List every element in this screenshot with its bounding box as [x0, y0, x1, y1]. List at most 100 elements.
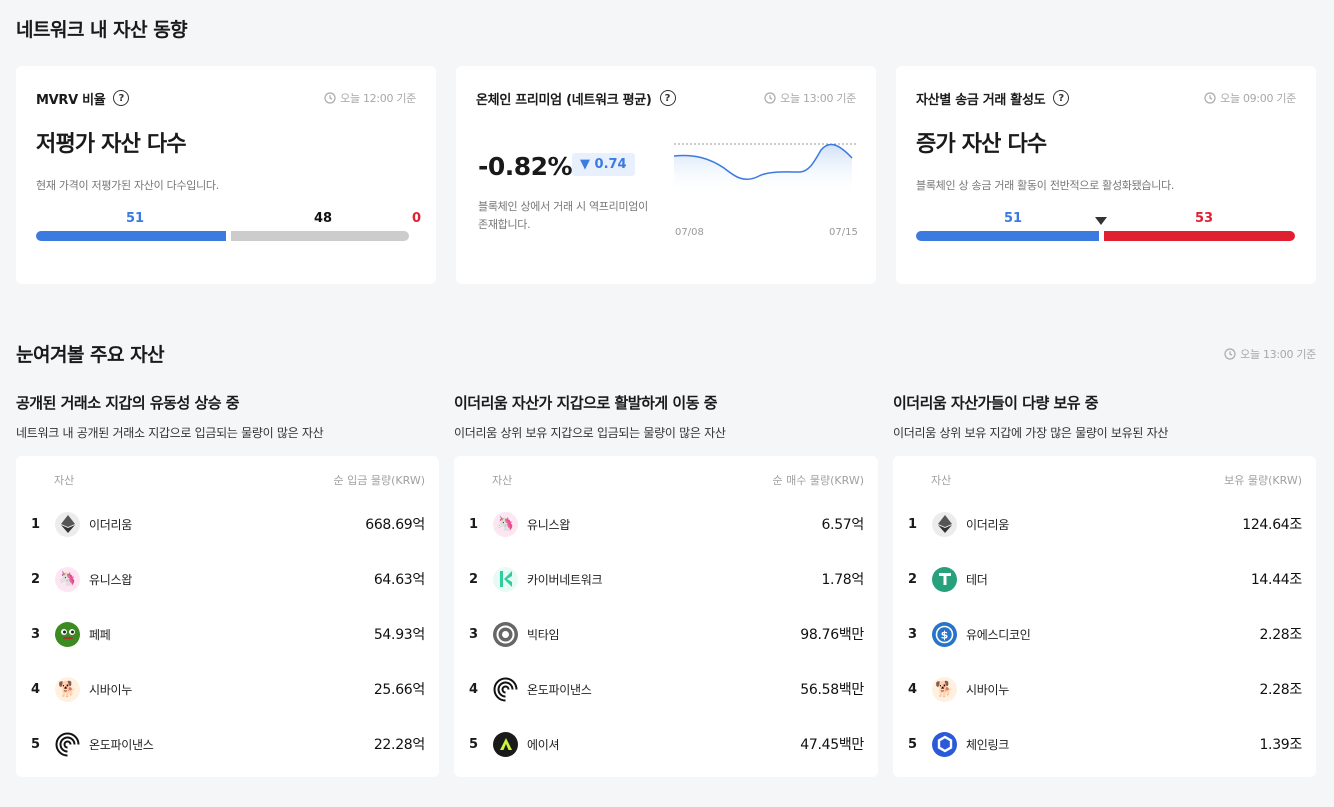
- premium-sparkline: [674, 143, 856, 196]
- clock-icon: [324, 92, 336, 104]
- mvrv-timestamp-text: 오늘 12:00 기준: [340, 92, 416, 105]
- uniswap-icon: 🦄: [493, 511, 518, 537]
- list-description: 네트워크 내 공개된 거래소 지갑으로 입금되는 물량이 많은 자산: [16, 426, 324, 440]
- marker-triangle-icon: [1095, 217, 1107, 225]
- mvrv-bar: 51 48 0: [36, 211, 421, 251]
- rank: 5: [31, 736, 41, 752]
- list-title: 이더리움 자산가들이 다량 보유 중: [893, 394, 1099, 412]
- table-row[interactable]: 2 카이버네트워크 1.78억: [454, 564, 878, 594]
- table-row[interactable]: 3 빅타임 98.76백만: [454, 619, 878, 649]
- col-asset: 자산: [931, 474, 952, 487]
- table-row[interactable]: 2 테더 14.44조: [893, 564, 1316, 594]
- activity-card[interactable]: 자산별 송금 거래 활성도 ? 오늘 09:00 기준 증가 자산 다수 블록체…: [896, 66, 1316, 284]
- table-row[interactable]: 4 온도파이낸스 56.58백만: [454, 674, 878, 704]
- asset-value: 6.57억: [821, 517, 864, 533]
- asset-value: 22.28억: [373, 737, 425, 753]
- help-icon[interactable]: ?: [659, 90, 676, 106]
- clock-icon: [764, 92, 776, 104]
- premium-change-badge: ▼ 0.74: [572, 153, 635, 176]
- asset-value: 54.93억: [373, 627, 425, 643]
- ethereum-icon: [55, 511, 80, 537]
- big-time-icon: [493, 621, 518, 647]
- decrease-count: 51: [1004, 211, 1023, 226]
- table-row[interactable]: 5 온도파이낸스 22.28억: [16, 729, 439, 759]
- whale-holdings-table: 자산 보유 물량(KRW) 1 이더리움 124.64조 2 테더 14.44조 …: [893, 456, 1316, 777]
- help-icon[interactable]: ?: [113, 90, 130, 106]
- mvrv-title: MVRV 비율: [36, 92, 106, 108]
- watch-timestamp-text: 오늘 13:00 기준: [1240, 348, 1316, 361]
- asset-name: 카이버네트워크: [527, 572, 603, 587]
- asset-value: 47.45백만: [800, 737, 864, 753]
- asset-name: 테더: [966, 572, 988, 587]
- list-description: 이더리움 상위 보유 지갑으로 입금되는 물량이 많은 자산: [454, 426, 726, 440]
- rank: 1: [31, 516, 41, 532]
- ondo-finance-icon: [493, 677, 518, 702]
- rank: 3: [908, 626, 918, 642]
- premium-description: 블록체인 상에서 거래 시 역프리미엄이 존재합니다.: [478, 200, 648, 231]
- rank: 3: [469, 626, 479, 642]
- asset-value: 2.28조: [1259, 682, 1302, 698]
- asset-value: 1.78억: [821, 572, 864, 588]
- activity-bar: 51 53: [916, 211, 1296, 251]
- asset-name: 에이셔: [527, 737, 560, 752]
- table-row[interactable]: 1 🦄 유니스왑 6.57억: [454, 509, 878, 539]
- activity-timestamp-text: 오늘 09:00 기준: [1220, 92, 1296, 105]
- activity-description: 블록체인 상 송금 거래 활동이 전반적으로 활성화됐습니다.: [916, 179, 1175, 192]
- asset-name: 시바이누: [89, 682, 132, 697]
- neutral-bar: [231, 231, 409, 241]
- premium-timestamp: 오늘 13:00 기준: [764, 90, 856, 106]
- undervalued-count: 51: [126, 211, 145, 226]
- mvrv-description: 현재 가격이 저평가된 자산이 다수입니다.: [36, 179, 219, 192]
- whale-inflow-table: 자산 순 매수 물량(KRW) 1 🦄 유니스왑 6.57억 2 카이버네트워크 …: [454, 456, 878, 777]
- exchange-inflow-table: 자산 순 입금 물량(KRW) 1 이더리움 668.69억 2 🦄 유니스왑 6…: [16, 456, 439, 777]
- table-row[interactable]: 2 🦄 유니스왑 64.63억: [16, 564, 439, 594]
- col-value: 순 매수 물량(KRW): [772, 474, 864, 487]
- decrease-bar: [916, 231, 1099, 241]
- list-description: 이더리움 상위 보유 지갑에 가장 많은 물량이 보유된 자산: [893, 426, 1169, 440]
- asset-value: 56.58백만: [800, 682, 864, 698]
- chainlink-icon: [932, 731, 957, 757]
- table-row[interactable]: 3 페페 54.93억: [16, 619, 439, 649]
- asset-name: 페페: [89, 627, 111, 642]
- rank: 4: [469, 681, 479, 697]
- rank: 3: [31, 626, 41, 642]
- uniswap-icon: 🦄: [55, 566, 80, 592]
- tether-icon: [932, 566, 957, 592]
- network-section-title: 네트워크 내 자산 동향: [16, 19, 188, 41]
- asset-name: 온도파이낸스: [527, 682, 592, 697]
- ethereum-icon: [932, 511, 957, 537]
- asset-value: 124.64조: [1242, 517, 1302, 533]
- asset-name: 유니스왑: [89, 572, 132, 587]
- asset-name: 이더리움: [966, 517, 1009, 532]
- kyber-network-icon: [493, 566, 518, 592]
- help-icon[interactable]: ?: [1053, 90, 1070, 106]
- mvrv-headline: 저평가 자산 다수: [36, 132, 187, 157]
- table-row[interactable]: 1 이더리움 124.64조: [893, 509, 1316, 539]
- asset-value: 98.76백만: [800, 627, 864, 643]
- table-row[interactable]: 4 🐕 시바이누 2.28조: [893, 674, 1316, 704]
- clock-icon: [1224, 348, 1236, 360]
- asset-value: 1.39조: [1259, 737, 1302, 753]
- mvrv-card[interactable]: MVRV 비율 ? 오늘 12:00 기준 저평가 자산 다수 현재 가격이 저…: [16, 66, 436, 284]
- premium-title: 온체인 프리미엄 (네트워크 평균): [476, 92, 652, 108]
- rank: 1: [469, 516, 479, 532]
- watch-section-title: 눈여겨볼 주요 자산: [16, 344, 165, 366]
- col-value: 순 입금 물량(KRW): [333, 474, 425, 487]
- clock-icon: [1204, 92, 1216, 104]
- activity-title: 자산별 송금 거래 활성도: [916, 92, 1046, 108]
- table-row[interactable]: 4 🐕 시바이누 25.66억: [16, 674, 439, 704]
- table-row[interactable]: 5 에이셔 47.45백만: [454, 729, 878, 759]
- table-row[interactable]: 5 체인링크 1.39조: [893, 729, 1316, 759]
- overvalued-count: 0: [412, 211, 422, 226]
- activity-headline: 증가 자산 다수: [916, 132, 1047, 157]
- shiba-inu-icon: 🐕: [932, 676, 957, 702]
- rank: 2: [908, 571, 918, 587]
- asset-name: 체인링크: [966, 737, 1009, 752]
- table-row[interactable]: 3 $ 유에스디코인 2.28조: [893, 619, 1316, 649]
- table-row[interactable]: 1 이더리움 668.69억: [16, 509, 439, 539]
- increase-bar: [1104, 231, 1295, 241]
- list-title: 이더리움 자산가 지갑으로 활발하게 이동 중: [454, 394, 718, 412]
- watch-timestamp: 오늘 13:00 기준: [1224, 346, 1316, 362]
- premium-card[interactable]: 온체인 프리미엄 (네트워크 평균) ? 오늘 13:00 기준 -0.82% …: [456, 66, 876, 284]
- svg-text:$: $: [941, 628, 949, 641]
